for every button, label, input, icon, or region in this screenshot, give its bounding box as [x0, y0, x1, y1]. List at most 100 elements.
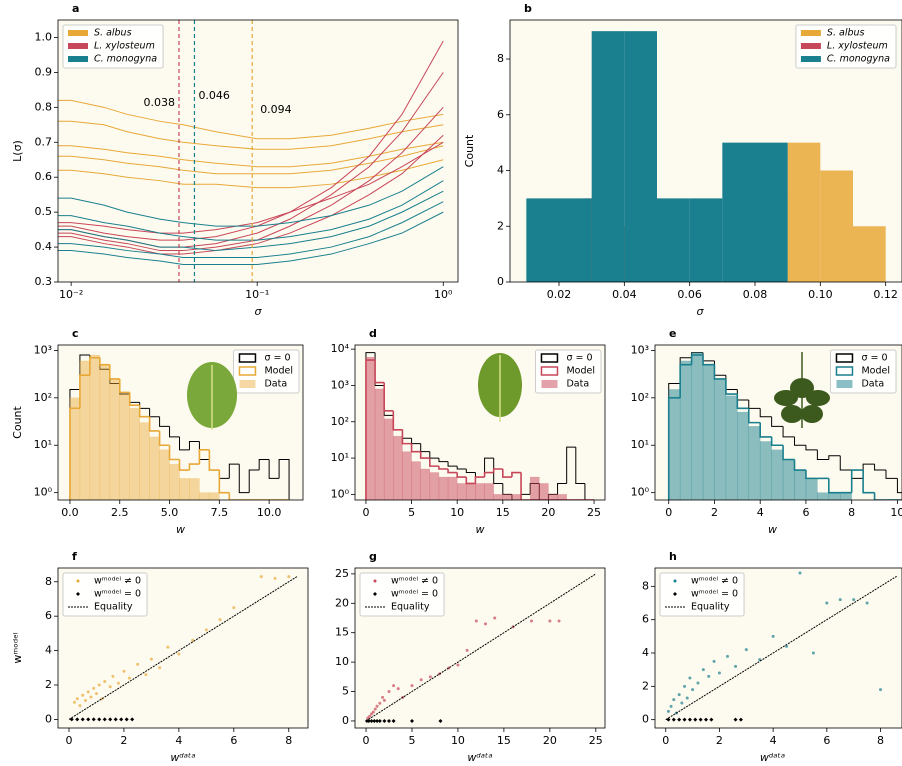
step-bin — [169, 426, 180, 438]
point — [548, 619, 552, 623]
point — [428, 675, 432, 679]
point — [89, 695, 93, 699]
threshold-label: 0.046 — [198, 89, 230, 102]
legend-label: Data — [861, 379, 884, 390]
point — [368, 714, 372, 718]
x-tick-label: 10⁻¹ — [245, 288, 269, 301]
y-tick-label: 0.3 — [35, 275, 53, 288]
x-tick-label: 5 — [408, 734, 415, 747]
hist-bar — [383, 418, 394, 500]
zero-point — [375, 718, 380, 723]
step-bin — [896, 478, 902, 494]
zero-point — [687, 717, 692, 722]
hist-bar — [402, 451, 412, 500]
hist-bar — [374, 388, 385, 500]
point — [825, 601, 829, 605]
point — [688, 676, 692, 680]
x-tick-label: 0 — [65, 734, 72, 747]
point — [97, 683, 101, 687]
plot-area — [665, 571, 897, 722]
legend-key — [373, 579, 377, 583]
x-tick-label: 0.0 — [61, 506, 79, 519]
hist-bar — [484, 483, 494, 500]
hist-bar — [691, 352, 704, 500]
y-tick-label: 6 — [497, 108, 504, 121]
legend: S. albus L. xylosteum C. monogyna — [795, 24, 897, 69]
step-bin — [429, 458, 439, 467]
equality-line — [665, 575, 897, 721]
zero-point — [738, 717, 743, 722]
x-axis-label: σ — [697, 305, 705, 318]
legend-box — [659, 572, 745, 617]
y-tick-label: 20 — [335, 596, 349, 609]
legend-label: S. albus — [827, 28, 865, 39]
hist-bar — [420, 468, 431, 500]
legend-key — [836, 380, 853, 388]
point — [83, 698, 87, 702]
y-tick-label: 10² — [331, 415, 349, 428]
hist-bar — [794, 469, 807, 500]
step-bin — [118, 378, 130, 394]
hist-bar — [209, 492, 220, 500]
zero-point — [69, 717, 74, 722]
hist-bar — [591, 31, 625, 282]
point — [410, 684, 414, 688]
zero-point — [382, 718, 387, 723]
hist-bar — [725, 395, 738, 500]
x-axis-label: wᵈᵃᵗᵃ — [467, 751, 492, 764]
hist-bar — [679, 360, 692, 500]
zero-point — [75, 717, 80, 722]
zero-point — [704, 717, 709, 722]
step-bin — [188, 440, 200, 450]
x-tick-label: 6 — [802, 506, 809, 519]
point — [669, 704, 673, 708]
x-tick-label: 0.06 — [677, 288, 702, 301]
hist-bar — [526, 198, 559, 282]
legend: σ = 0 Model Data — [232, 349, 300, 394]
point — [92, 686, 96, 690]
y-tick-label: 2 — [642, 679, 649, 692]
hist-bar — [438, 476, 449, 500]
point — [666, 709, 670, 713]
x-tick-label: 7.5 — [211, 506, 229, 519]
legend-box — [62, 24, 164, 69]
x-tick-label: 5 — [408, 506, 415, 519]
x-axis-label: wᵈᵃᵗᵃ — [760, 751, 785, 764]
step-bin — [258, 459, 270, 471]
zero-point — [119, 717, 124, 722]
legend-key — [835, 366, 854, 376]
legend-label: Equality — [691, 602, 730, 613]
legend-key — [68, 30, 88, 36]
plot-area — [667, 352, 902, 500]
step-bin — [794, 436, 806, 446]
step-bin — [782, 426, 795, 438]
legend-key — [68, 43, 88, 49]
hist-bar — [109, 378, 120, 500]
point — [381, 695, 385, 699]
legend-key — [800, 56, 821, 62]
point — [259, 575, 263, 579]
hist-bar — [722, 142, 755, 282]
point — [166, 645, 170, 649]
hist-bar — [557, 494, 567, 500]
y-axis-label: Count — [463, 134, 476, 167]
step-bin — [456, 466, 467, 470]
point — [373, 707, 377, 711]
y-tick-label: 0 — [342, 714, 349, 727]
step-bin — [759, 408, 772, 418]
y-tick-label: 4 — [642, 646, 649, 659]
legend: wᵐᵒᵈᵉˡ ≠ 0 wᵐᵒᵈᵉˡ = 0 Equality — [659, 572, 745, 617]
zero-point — [733, 717, 738, 722]
step-bin — [268, 459, 280, 479]
curve — [58, 141, 444, 234]
point — [484, 622, 488, 626]
y-tick-label: 10⁰ — [34, 486, 53, 499]
point — [78, 704, 82, 708]
plot-area — [364, 573, 597, 723]
x-tick-label: 20 — [543, 734, 557, 747]
y-tick-label: 10¹ — [34, 438, 52, 451]
zero-point — [372, 718, 377, 723]
hist-bar — [129, 408, 140, 500]
step-bin — [218, 470, 230, 494]
